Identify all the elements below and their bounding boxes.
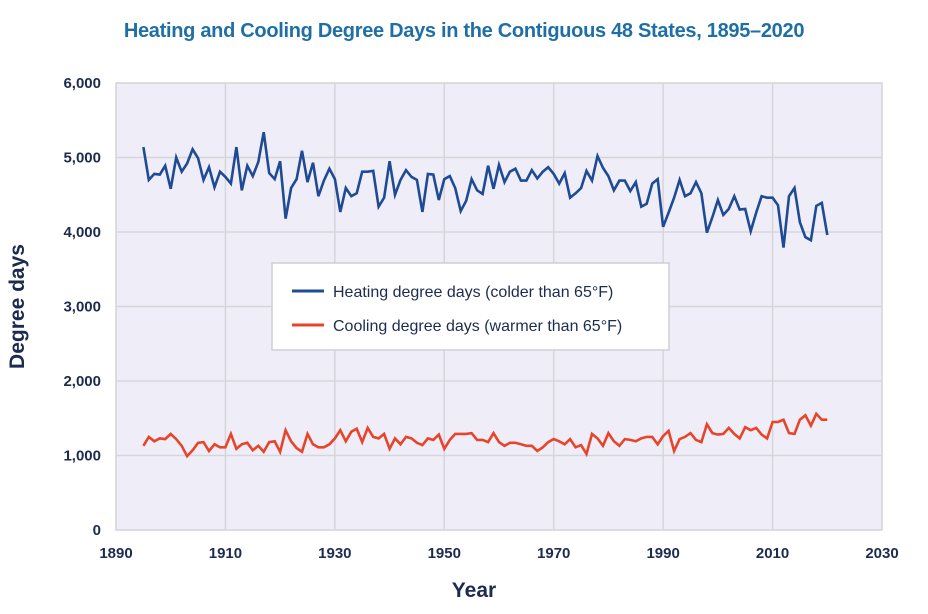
legend-cooling-label: Cooling degree days (warmer than 65°F) [333, 318, 622, 335]
heating-series-line [142, 131, 829, 248]
x-axis-ticks: 1890 1910 1930 1950 1970 1990 2010 2030 [99, 545, 898, 562]
y-axis-ticks: 0 1,000 2,000 3,000 4,000 5,000 6,000 [63, 75, 101, 539]
y-axis-title: Degree days [6, 244, 29, 369]
y-tick-label: 5,000 [63, 150, 101, 167]
x-tick-label: 1930 [318, 545, 351, 562]
grid-lines [116, 83, 882, 530]
y-tick-label: 6,000 [63, 75, 101, 92]
chart-title: Heating and Cooling Degree Days in the C… [123, 20, 805, 42]
y-tick-label: 1,000 [63, 448, 101, 465]
x-tick-label: 1950 [428, 545, 461, 562]
x-axis-title: Year [452, 579, 496, 602]
y-tick-label: 4,000 [63, 224, 101, 241]
x-tick-label: 2030 [865, 545, 898, 562]
cooling-series-line [142, 411, 828, 459]
x-tick-label: 1990 [646, 545, 679, 562]
legend: Heating degree days (colder than 65°F) Co… [271, 262, 670, 351]
x-tick-label: 1970 [537, 545, 570, 562]
series-lines [142, 131, 829, 459]
y-tick-label: 3,000 [63, 299, 101, 316]
x-tick-label: 2010 [756, 545, 789, 562]
legend-heating-label: Heating degree days (colder than 65°F) [333, 284, 613, 301]
legend-box [271, 262, 670, 351]
y-tick-label: 0 [93, 522, 101, 539]
y-tick-label: 2,000 [63, 373, 101, 390]
x-tick-label: 1910 [209, 545, 242, 562]
x-tick-label: 1890 [99, 545, 132, 562]
